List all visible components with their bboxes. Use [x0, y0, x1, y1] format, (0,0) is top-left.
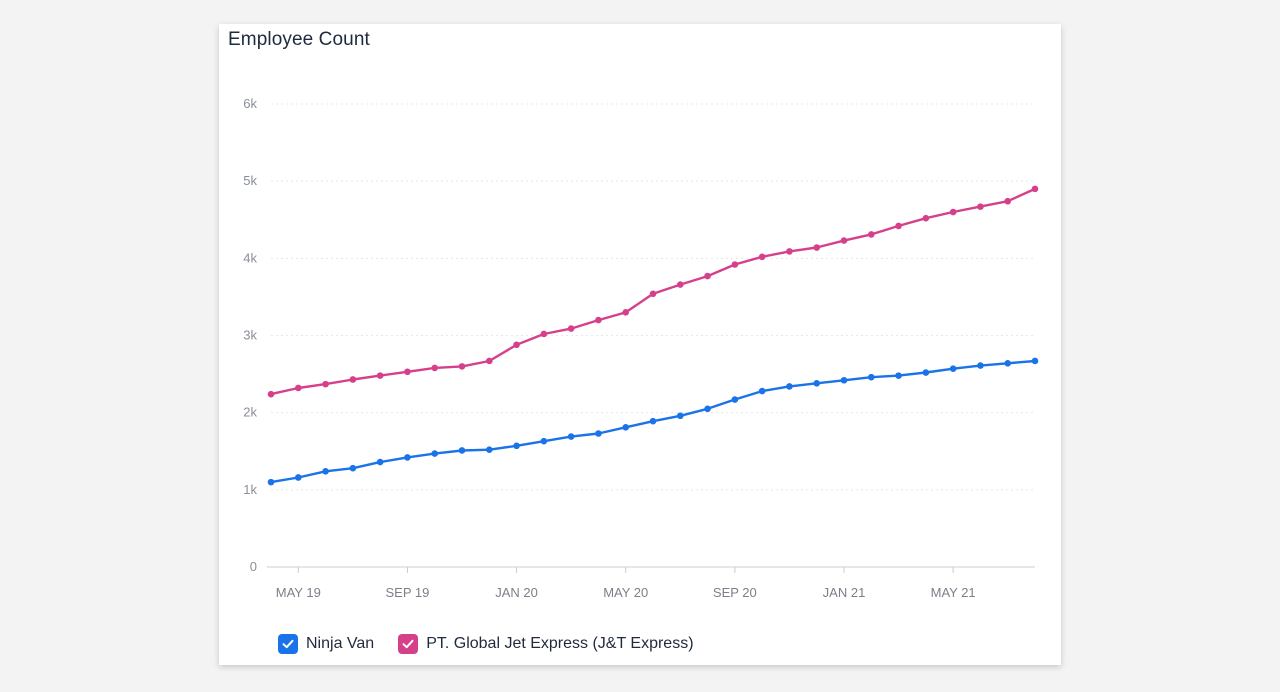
- chart-title: Employee Count: [228, 29, 370, 50]
- data-point: [922, 214, 930, 222]
- data-point: [977, 203, 984, 210]
- data-point: [731, 396, 739, 403]
- x-tick-label: JAN 20: [495, 585, 538, 600]
- checkbox-checked-icon[interactable]: [398, 634, 419, 654]
- data-point: [731, 261, 739, 268]
- data-point: [649, 417, 657, 425]
- data-point: [485, 357, 493, 365]
- data-point: [922, 369, 930, 376]
- data-point: [1004, 359, 1012, 367]
- data-point: [567, 325, 575, 332]
- x-tick-label: JAN 21: [823, 585, 866, 600]
- data-point: [322, 468, 329, 475]
- data-point: [786, 383, 793, 390]
- y-tick-label: 1k: [243, 482, 257, 497]
- data-point: [404, 368, 411, 376]
- legend-item-ninja-van[interactable]: Ninja Van: [278, 634, 374, 654]
- data-point: [704, 405, 711, 413]
- data-point: [349, 464, 357, 472]
- y-tick-label: 4k: [243, 250, 257, 265]
- x-tick-label: MAY 21: [931, 585, 976, 600]
- data-point: [376, 372, 384, 379]
- legend-item-jt-express[interactable]: PT. Global Jet Express (J&T Express): [398, 634, 694, 654]
- data-point: [458, 363, 466, 370]
- data-point: [322, 380, 329, 388]
- data-point: [595, 430, 602, 437]
- data-point: [867, 373, 875, 381]
- data-point: [431, 364, 439, 372]
- data-point: [949, 208, 957, 216]
- x-tick-label: SEP 20: [713, 585, 757, 600]
- data-point: [1031, 185, 1039, 193]
- x-tick-label: SEP 19: [385, 585, 429, 600]
- data-point: [294, 384, 302, 392]
- data-point: [404, 454, 411, 461]
- y-tick-label: 0: [250, 559, 257, 574]
- data-point: [267, 390, 275, 398]
- x-tick-label: MAY 20: [603, 585, 648, 600]
- data-point: [895, 222, 902, 230]
- x-tick-label: MAY 19: [276, 585, 321, 600]
- data-point: [1004, 197, 1012, 205]
- data-point: [458, 447, 466, 454]
- data-point: [786, 248, 793, 255]
- data-point: [540, 330, 548, 338]
- legend: Ninja Van PT. Global Jet Express (J&T Ex…: [278, 634, 694, 654]
- y-tick-label: 2k: [243, 405, 257, 420]
- data-point: [485, 446, 493, 454]
- legend-label: Ninja Van: [306, 635, 375, 652]
- data-point: [267, 478, 275, 486]
- data-point: [704, 272, 711, 280]
- data-point: [622, 309, 630, 316]
- checkbox-checked-icon[interactable]: [278, 634, 298, 654]
- chart-card: Employee Count 0 1k 2k 3k 4k 5k 6k MAY 19 SEP 19…: [219, 24, 1061, 665]
- data-point: [513, 341, 520, 349]
- data-point: [758, 387, 766, 395]
- legend-label: PT. Global Jet Express (J&T Express): [426, 635, 694, 652]
- data-point: [676, 281, 684, 288]
- data-point: [595, 316, 602, 324]
- data-point: [840, 237, 848, 244]
- line-chart: 0 1k 2k 3k 4k 5k 6k MAY 19 SEP 19 JAN 20 MAY 20 SEP…: [243, 96, 1039, 600]
- y-tick-label: 3k: [243, 328, 257, 343]
- data-point: [840, 376, 848, 384]
- data-point: [813, 244, 821, 251]
- data-point: [513, 442, 520, 450]
- y-tick-label: 5k: [243, 173, 257, 188]
- data-point: [376, 458, 384, 466]
- data-point: [349, 376, 357, 383]
- data-point: [622, 424, 630, 431]
- data-point: [540, 437, 548, 445]
- data-point: [813, 380, 821, 387]
- data-point: [676, 412, 684, 420]
- data-point: [649, 290, 657, 298]
- data-point: [895, 372, 902, 379]
- data-point: [431, 450, 439, 457]
- data-point: [977, 362, 984, 369]
- data-point: [867, 231, 875, 238]
- data-point: [1031, 357, 1039, 365]
- data-point: [567, 433, 575, 440]
- data-point: [949, 365, 957, 372]
- data-point: [294, 474, 302, 481]
- y-tick-label: 6k: [243, 96, 257, 111]
- data-point: [758, 253, 766, 261]
